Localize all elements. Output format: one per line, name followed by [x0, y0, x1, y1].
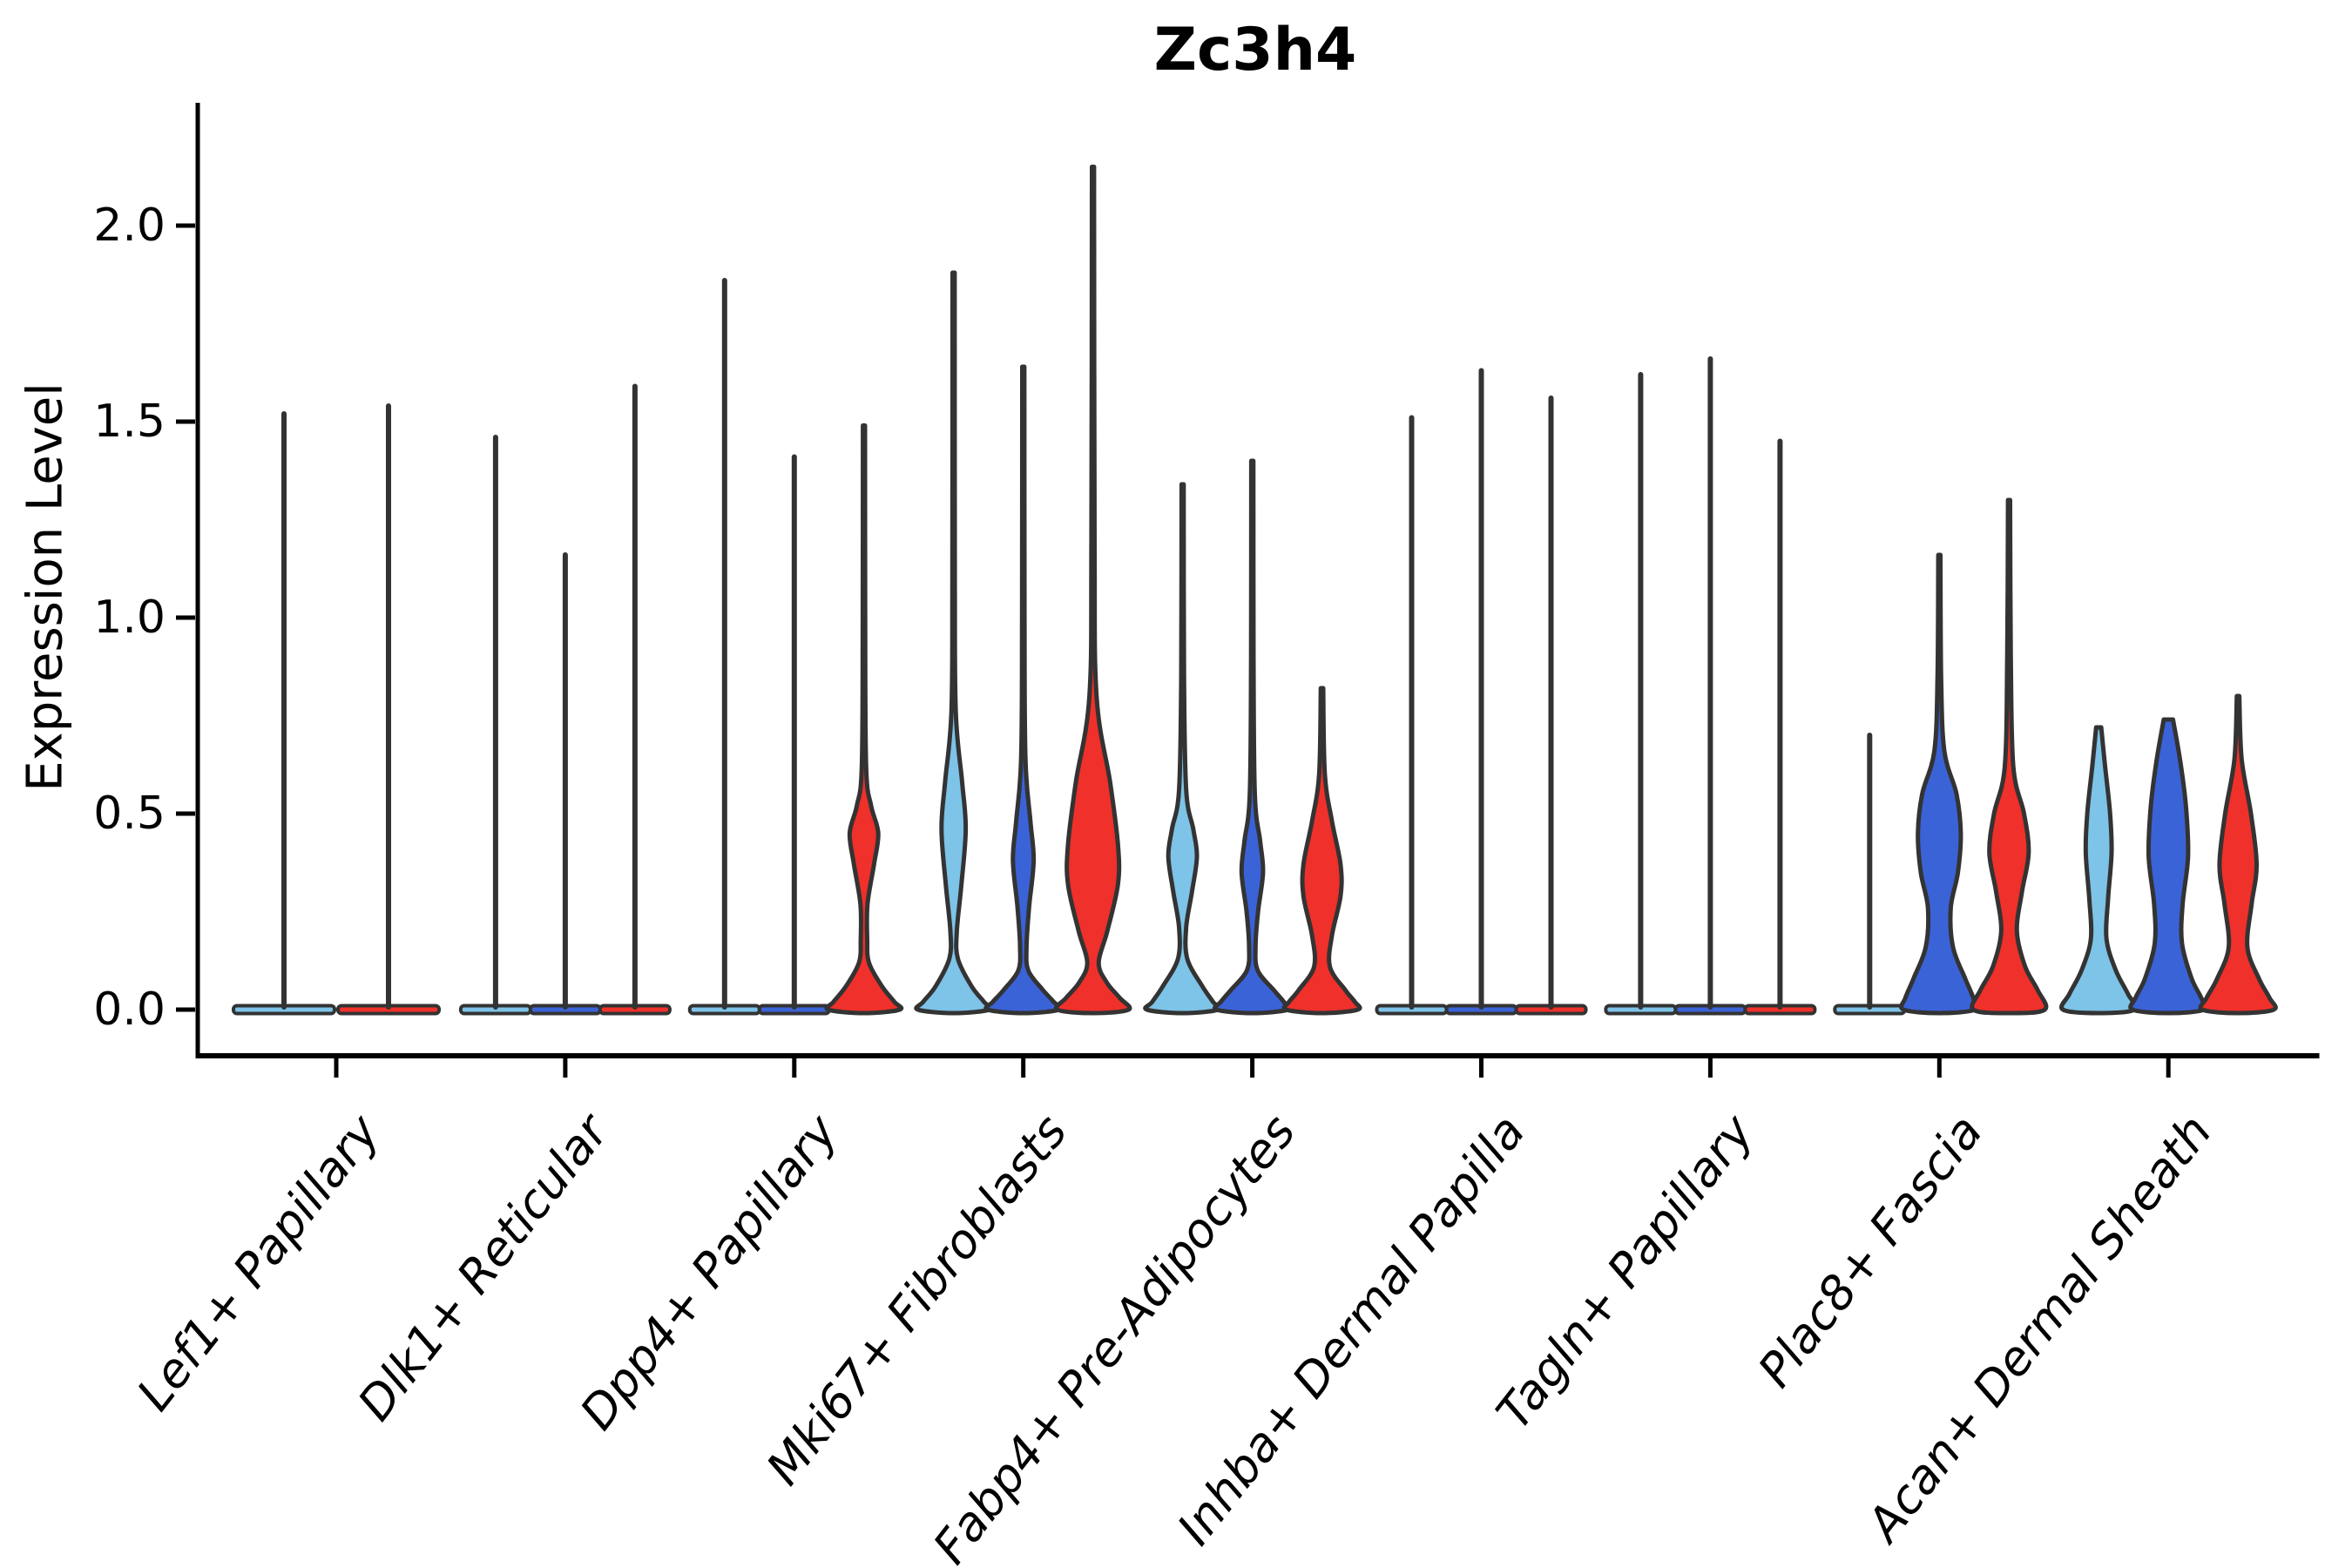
y-tick-mark — [176, 811, 195, 816]
x-tick-mark — [2166, 1058, 2171, 1078]
x-axis-spine — [195, 1053, 2320, 1058]
x-tick-mark — [563, 1058, 568, 1078]
violin-body — [983, 364, 1064, 1016]
y-tick-mark — [176, 419, 195, 424]
y-tick-label: 0.5 — [93, 787, 166, 840]
plot-title: Zc3h4 — [1153, 16, 1357, 84]
violin-body — [824, 423, 904, 1016]
violin-body — [1281, 686, 1362, 1016]
x-tick-mark — [1250, 1058, 1255, 1078]
x-tick-mark — [792, 1058, 797, 1078]
y-tick-label: 1.5 — [93, 395, 166, 448]
violin-body — [1970, 497, 2049, 1016]
violin-body — [2059, 725, 2139, 1016]
x-tick-mark — [1479, 1058, 1484, 1078]
violin-body — [2198, 693, 2278, 1016]
violin-body — [1212, 458, 1293, 1016]
violin-body — [2128, 717, 2209, 1016]
y-tick-label: 2.0 — [93, 199, 166, 252]
y-axis-spine — [195, 103, 200, 1058]
x-tick-mark — [334, 1058, 339, 1078]
y-tick-mark — [176, 1007, 195, 1012]
y-tick-mark — [176, 615, 195, 620]
x-tick-mark — [1936, 1058, 1942, 1078]
y-tick-label: 1.0 — [93, 591, 166, 644]
x-tick-mark — [1021, 1058, 1026, 1078]
y-tick-label: 0.0 — [93, 983, 166, 1036]
violin-body — [1054, 165, 1132, 1016]
violin-body — [914, 270, 994, 1016]
x-tick-mark — [1707, 1058, 1713, 1078]
y-tick-mark — [176, 223, 195, 228]
violin-body — [1143, 482, 1223, 1016]
violin-body — [1899, 552, 1980, 1016]
